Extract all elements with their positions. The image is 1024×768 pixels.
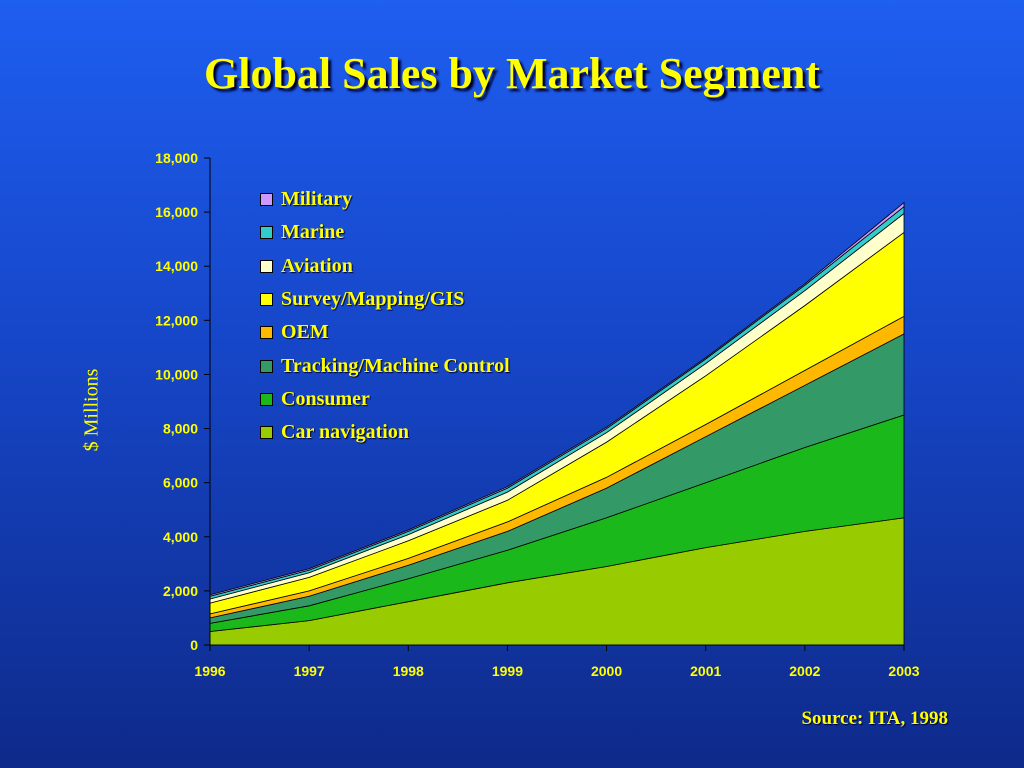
- legend-label: Car navigation: [281, 421, 409, 444]
- legend-label: Survey/Mapping/GIS: [281, 288, 465, 311]
- y-tick-label: 0: [190, 637, 198, 653]
- legend-item: Marine: [260, 216, 510, 249]
- y-tick-label: 12,000: [155, 312, 198, 328]
- legend-label: Military: [281, 188, 353, 211]
- y-tick-label: 14,000: [155, 258, 198, 274]
- area-series-7: [209, 201, 905, 597]
- legend-item: Survey/Mapping/GIS: [260, 283, 510, 316]
- legend-swatch: [260, 426, 273, 440]
- y-tick-label: 18,000: [155, 150, 198, 166]
- source-note: Source: ITA, 1998: [801, 708, 948, 729]
- x-tick-label: 1997: [294, 663, 325, 679]
- legend-label: Tracking/Machine Control: [281, 354, 510, 377]
- legend-swatch: [260, 259, 273, 273]
- y-tick-label: 6,000: [163, 475, 198, 491]
- legend-item: Tracking/Machine Control: [260, 349, 510, 382]
- y-tick-label: 4,000: [163, 529, 198, 545]
- legend-item: Military: [260, 183, 510, 216]
- y-tick-label: 10,000: [155, 366, 198, 382]
- legend-swatch: [260, 326, 273, 340]
- x-tick-label: 1998: [393, 663, 424, 679]
- legend-label: Marine: [281, 221, 345, 244]
- x-tick-label: 1996: [194, 663, 225, 679]
- x-tick-label: 1999: [492, 663, 523, 679]
- x-tick-label: 2001: [690, 663, 721, 679]
- page-title: Global Sales by Market Segment: [204, 49, 820, 98]
- legend-item: Car navigation: [260, 416, 510, 449]
- legend-item: Consumer: [260, 383, 510, 416]
- y-tick-label: 16,000: [155, 204, 198, 220]
- legend-swatch: [260, 359, 273, 373]
- y-tick-label: 8,000: [163, 421, 198, 437]
- legend-item: OEM: [260, 316, 510, 349]
- legend-swatch: [260, 193, 273, 207]
- legend-swatch: [260, 392, 273, 406]
- x-tick-label: 2000: [591, 663, 622, 679]
- legend-swatch: [260, 226, 273, 240]
- chart-legend: Military Marine Aviation Survey/Mapping/GIS…: [260, 183, 510, 449]
- y-tick-label: 2,000: [163, 583, 198, 599]
- axes: 0 2,000 4,000 6,000 8,000 10,000 12,000 14,000 1…: [155, 150, 920, 679]
- legend-label: Consumer: [281, 387, 370, 410]
- legend-swatch: [260, 293, 273, 307]
- x-tick-label: 2002: [789, 663, 820, 679]
- legend-item: Aviation: [260, 250, 510, 283]
- legend-label: OEM: [281, 321, 329, 344]
- legend-label: Aviation: [281, 254, 353, 277]
- x-tick-label: 2003: [888, 663, 919, 679]
